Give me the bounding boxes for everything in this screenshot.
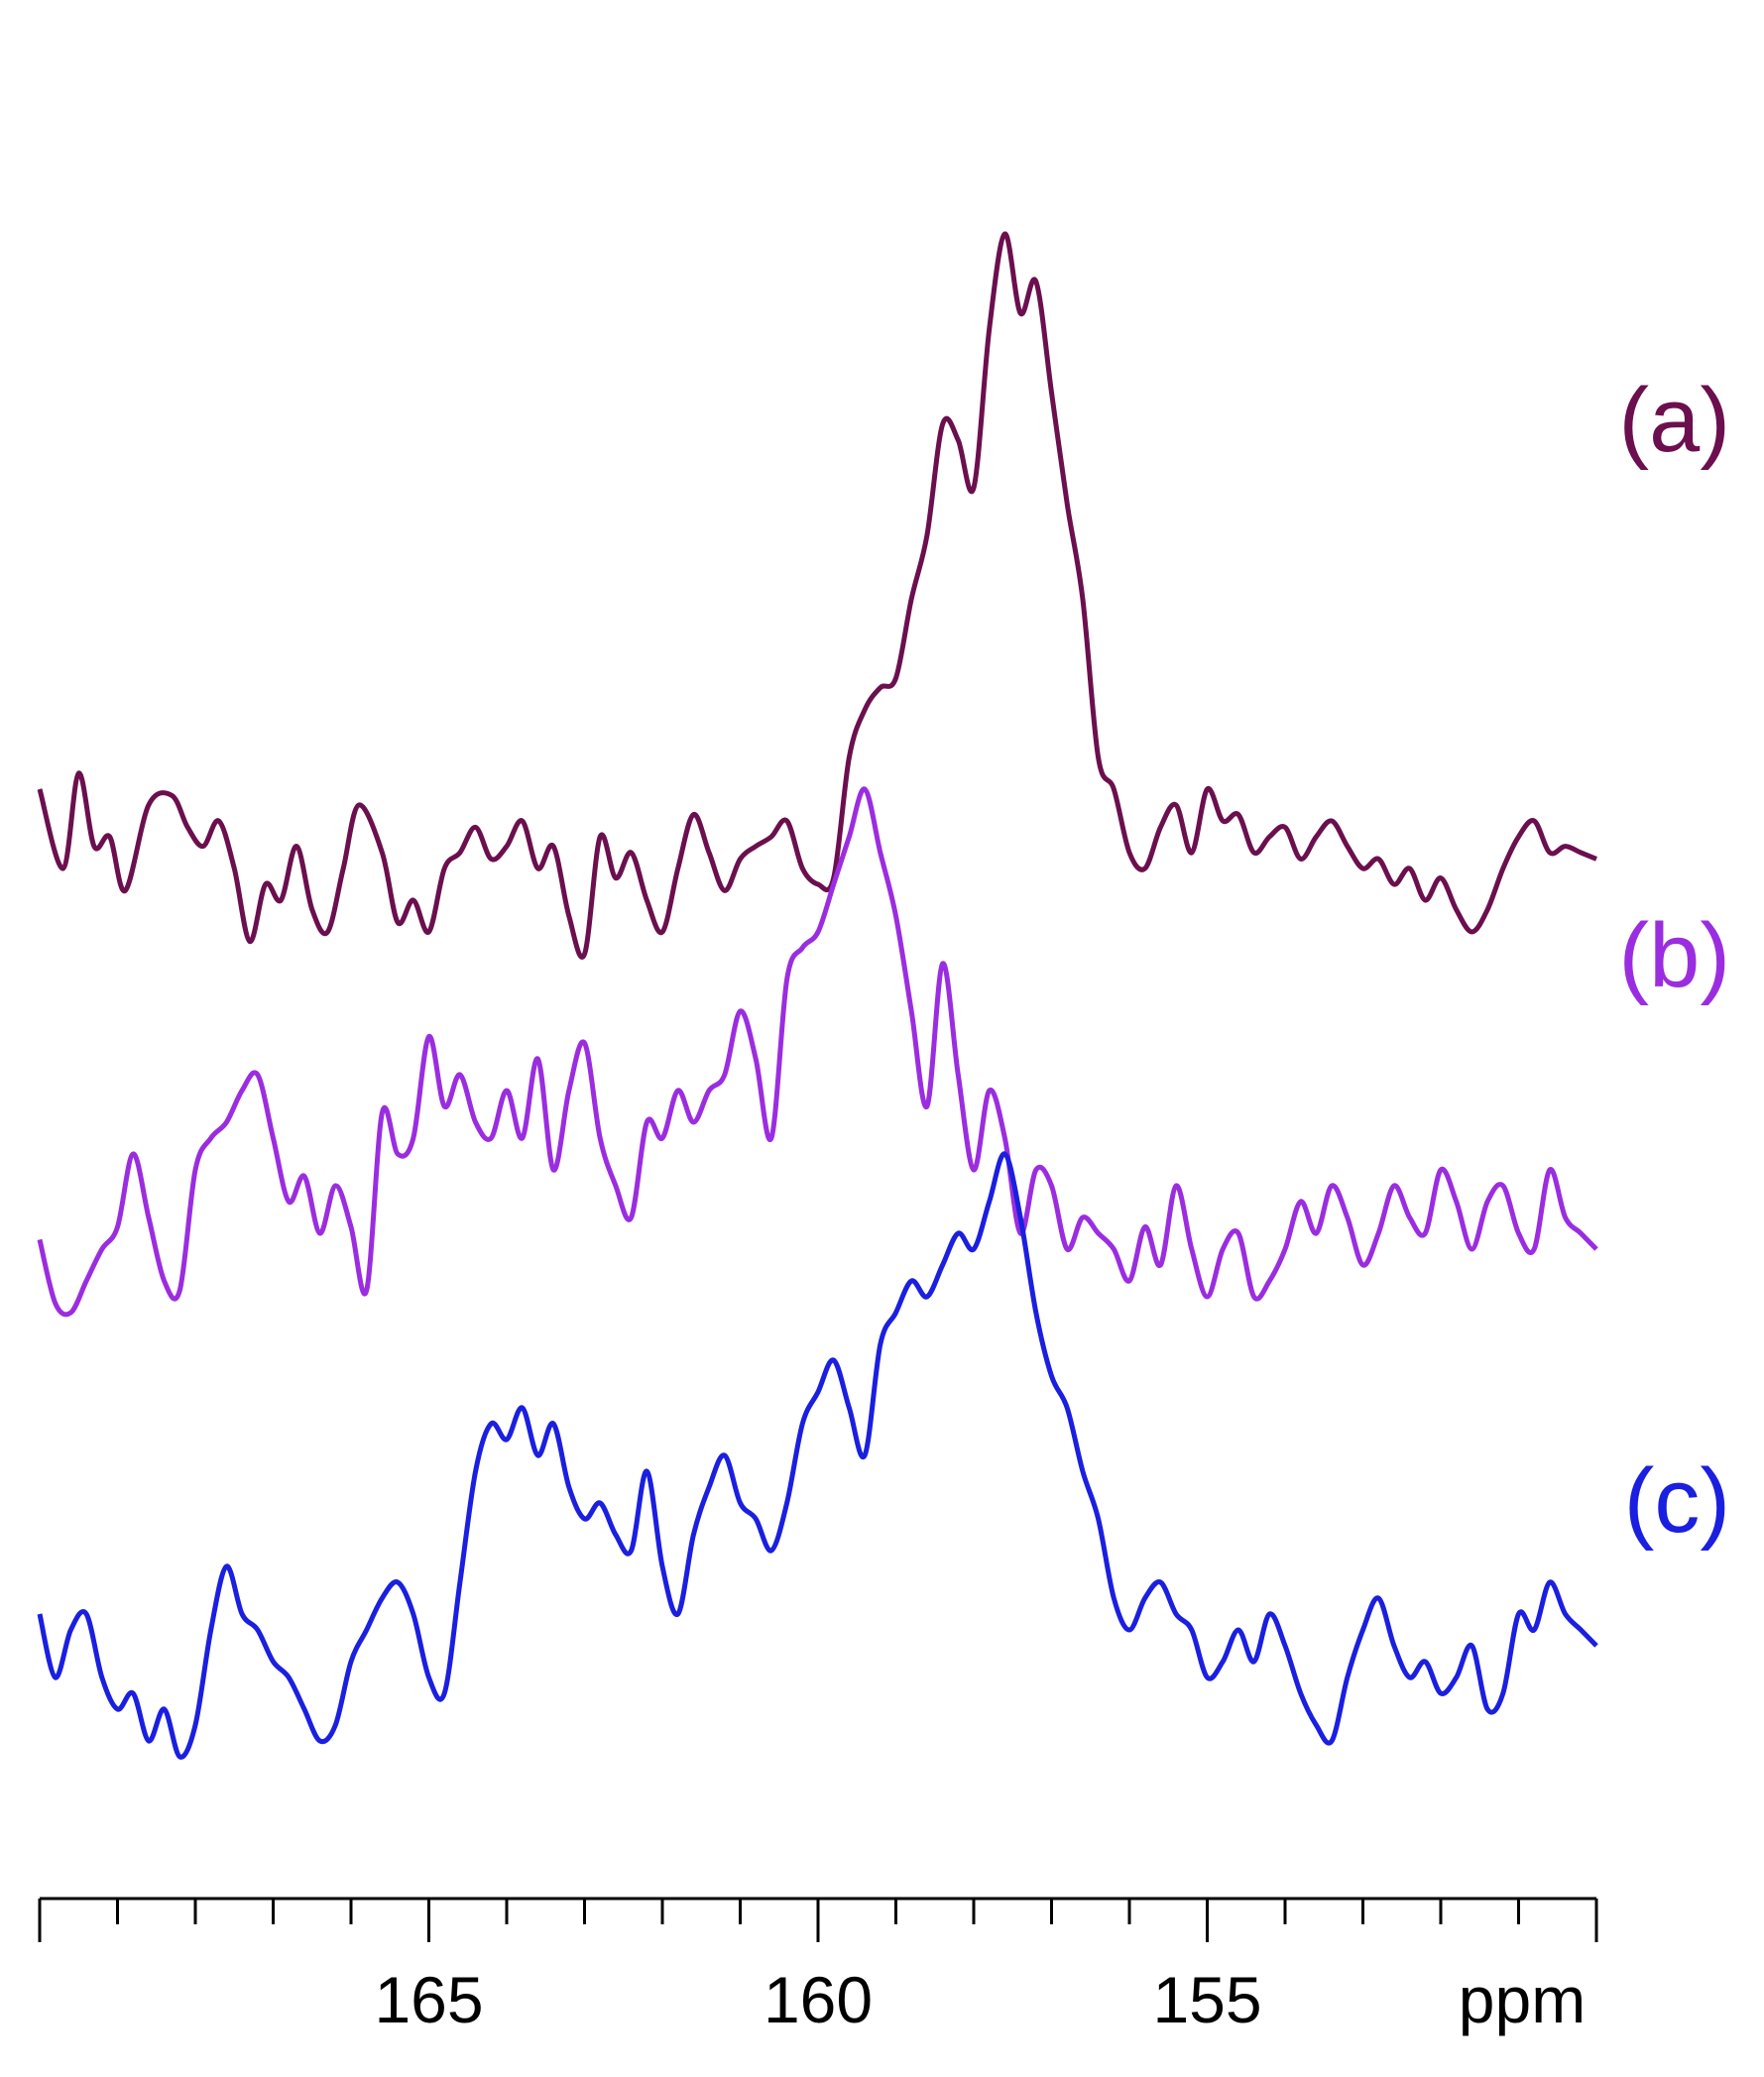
tick-label-165: 165 bbox=[374, 1963, 483, 2036]
x-axis: 165 160 155 ppm bbox=[38, 1897, 1598, 2036]
series-label-b: (b) bbox=[1619, 905, 1730, 1006]
spectrum-traces bbox=[37, 231, 1598, 1760]
series-label-c: (c) bbox=[1624, 1450, 1730, 1552]
series-line-a bbox=[37, 231, 1597, 960]
tick-label-160: 160 bbox=[764, 1963, 873, 2036]
x-axis-label: ppm bbox=[1459, 1963, 1586, 2036]
x-axis-tick-labels: 165 160 155 bbox=[374, 1963, 1261, 2036]
series-line-b bbox=[37, 786, 1598, 1318]
series-line-c bbox=[37, 1151, 1598, 1760]
tick-label-155: 155 bbox=[1152, 1963, 1261, 2036]
series-labels: (a) (b) (c) bbox=[1619, 370, 1730, 1552]
x-axis-ticks bbox=[38, 1899, 1598, 1942]
series-label-a: (a) bbox=[1619, 370, 1730, 471]
